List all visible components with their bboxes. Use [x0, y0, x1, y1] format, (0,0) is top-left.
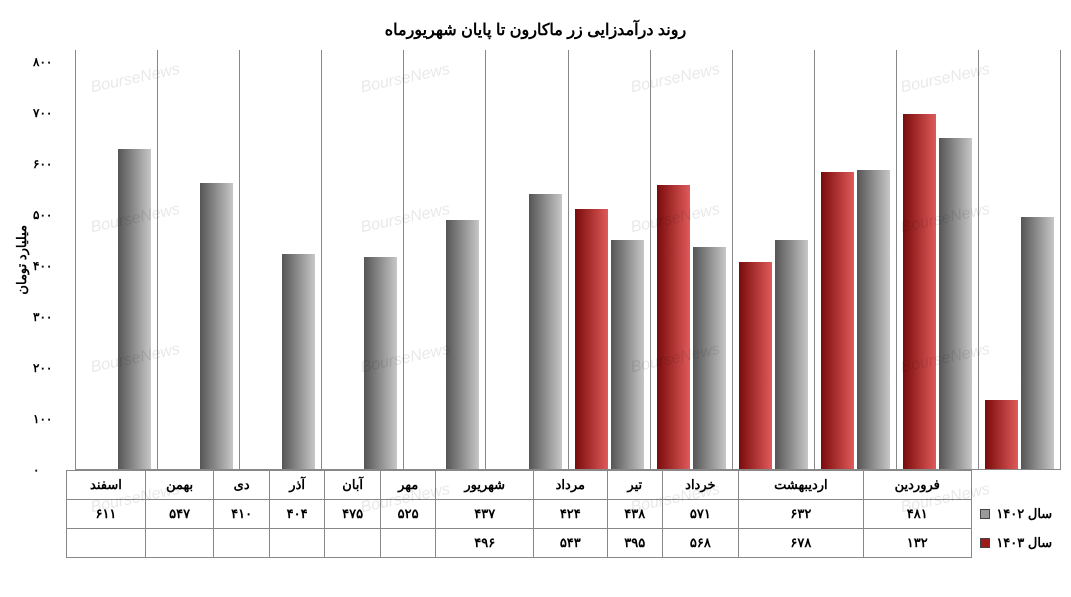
chart-title: روند درآمدزایی زر ماکارون تا پایان شهریو…	[10, 20, 1061, 40]
y-tick-label: ۸۰۰	[33, 56, 75, 68]
category-group	[75, 50, 157, 469]
data-cell	[325, 529, 381, 558]
data-cell: ۴۳۸	[607, 500, 663, 529]
category-group	[732, 50, 814, 469]
data-cell: ۵۴۳	[534, 529, 607, 558]
plot-area	[75, 50, 1061, 470]
data-cell: ۴۷۵	[325, 500, 381, 529]
bar	[939, 138, 972, 469]
y-tick-label: ۶۰۰	[33, 158, 75, 170]
y-tick-label: ۵۰۰	[33, 209, 75, 221]
category-header: آذر	[269, 471, 325, 500]
category-header: بهمن	[145, 471, 214, 500]
category-header: مرداد	[534, 471, 607, 500]
bar	[903, 114, 936, 469]
bar	[200, 183, 233, 469]
category-group	[650, 50, 732, 469]
data-cell: ۴۳۷	[436, 500, 534, 529]
category-header: خرداد	[663, 471, 739, 500]
data-cell: ۶۳۲	[738, 500, 863, 529]
y-tick-label: ۳۰۰	[33, 311, 75, 323]
bar	[821, 172, 854, 469]
bar	[282, 254, 315, 469]
category-group	[485, 50, 567, 469]
data-cell: ۵۷۱	[663, 500, 739, 529]
bar	[857, 170, 890, 469]
bar	[575, 209, 608, 469]
data-cell: ۱۳۲	[864, 529, 971, 558]
category-header: مهر	[380, 471, 436, 500]
y-tick-label: ۰	[33, 464, 75, 476]
data-cell: ۳۹۵	[607, 529, 663, 558]
category-group	[321, 50, 403, 469]
bar	[739, 262, 772, 469]
y-tick-label: ۷۰۰	[33, 107, 75, 119]
data-cell: ۵۴۷	[145, 500, 214, 529]
category-group	[157, 50, 239, 469]
data-cell: ۵۲۵	[380, 500, 436, 529]
data-table: فروردیناردیبهشتخردادتیرمردادشهریورمهرآبا…	[66, 470, 1061, 558]
y-axis-ticks: ۰۱۰۰۲۰۰۳۰۰۴۰۰۵۰۰۶۰۰۷۰۰۸۰۰	[33, 50, 75, 470]
data-cell: ۶۷۸	[738, 529, 863, 558]
y-tick-label: ۴۰۰	[33, 260, 75, 272]
bar	[693, 247, 726, 469]
data-cell: ۵۶۸	[663, 529, 739, 558]
data-cell	[145, 529, 214, 558]
category-header: آبان	[325, 471, 381, 500]
data-cell	[67, 529, 146, 558]
category-header: دی	[214, 471, 270, 500]
legend-swatch	[980, 538, 990, 548]
category-header: اردیبهشت	[738, 471, 863, 500]
bar	[657, 185, 690, 469]
bar	[775, 240, 808, 469]
data-table-wrap: فروردیناردیبهشتخردادتیرمردادشهریورمهرآبا…	[10, 470, 1061, 558]
bar	[1021, 217, 1054, 469]
category-group	[403, 50, 485, 469]
y-tick-label: ۱۰۰	[33, 413, 75, 425]
data-cell: ۴۰۴	[269, 500, 325, 529]
category-group	[814, 50, 896, 469]
data-cell: ۴۱۰	[214, 500, 270, 529]
category-header: فروردین	[864, 471, 971, 500]
data-cell	[380, 529, 436, 558]
category-group	[239, 50, 321, 469]
chart-container: روند درآمدزایی زر ماکارون تا پایان شهریو…	[0, 0, 1071, 597]
bar	[529, 194, 562, 469]
legend-swatch	[980, 509, 990, 519]
category-header: اسفند	[67, 471, 146, 500]
data-cell: ۶۱۱	[67, 500, 146, 529]
category-header: شهریور	[436, 471, 534, 500]
data-cell: ۴۸۱	[864, 500, 971, 529]
category-group	[978, 50, 1060, 469]
bar	[364, 257, 397, 469]
y-tick-label: ۲۰۰	[33, 362, 75, 374]
bar	[118, 149, 151, 469]
series-label: سال ۱۴۰۳	[996, 535, 1052, 551]
series-row-header: سال ۱۴۰۳	[971, 529, 1061, 558]
category-header: تیر	[607, 471, 663, 500]
data-cell	[269, 529, 325, 558]
category-group	[896, 50, 978, 469]
bar	[446, 220, 479, 469]
data-cell	[214, 529, 270, 558]
category-group	[568, 50, 650, 469]
series-label: سال ۱۴۰۲	[996, 506, 1052, 522]
bar	[985, 400, 1018, 469]
series-row-header: سال ۱۴۰۲	[971, 500, 1061, 529]
bar	[611, 240, 644, 469]
data-cell: ۴۹۶	[436, 529, 534, 558]
data-cell: ۴۲۴	[534, 500, 607, 529]
y-axis-label: میلیارد تومان	[10, 225, 33, 295]
plot-wrap: میلیارد تومان ۰۱۰۰۲۰۰۳۰۰۴۰۰۵۰۰۶۰۰۷۰۰۸۰۰	[10, 50, 1061, 470]
